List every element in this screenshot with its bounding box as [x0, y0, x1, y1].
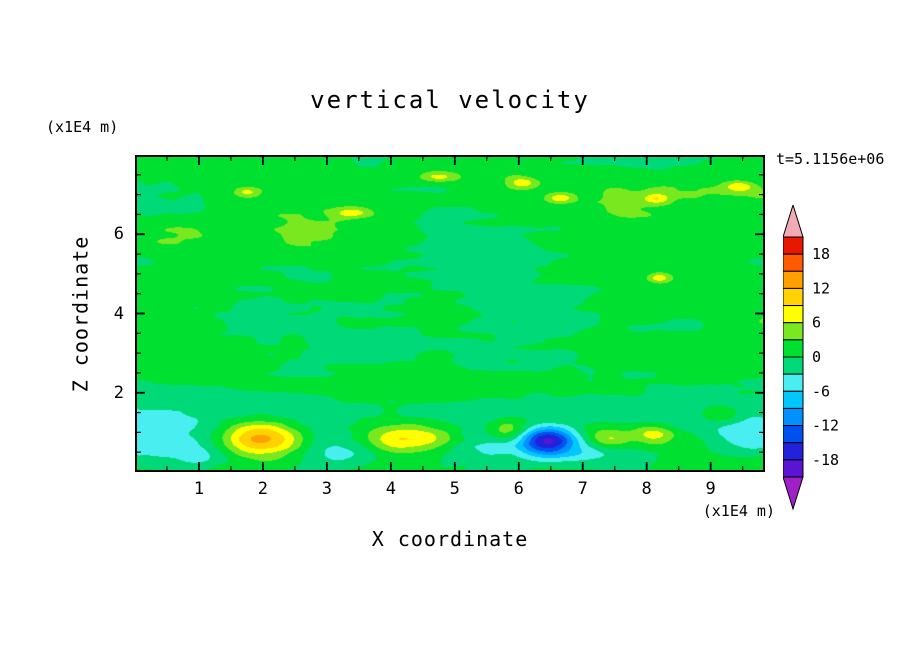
contour-plot-canvas: [135, 155, 765, 472]
x-tick-label: 1: [193, 479, 205, 499]
x-axis-unit: (x1E4 m): [702, 502, 775, 520]
chart-title: vertical velocity: [310, 86, 590, 114]
y-axis-unit: (x1E4 m): [46, 118, 119, 136]
colorbar-segment: [783, 322, 804, 341]
x-tick-label: 5: [449, 479, 460, 499]
y-tick-label: 2: [113, 382, 124, 403]
colorbar-tick-label: -6: [812, 382, 830, 400]
colorbar-segment: [783, 442, 804, 461]
colorbar-segment: [783, 236, 804, 255]
colorbar-segment: [783, 390, 804, 409]
colorbar-segment: [783, 287, 804, 307]
colorbar-segment: [783, 425, 804, 444]
colorbar-tick-label: -18: [812, 451, 839, 469]
colorbar-segment: [783, 339, 804, 358]
time-annotation: t=5.1156e+06: [776, 150, 885, 168]
x-tick-label: 2: [257, 479, 269, 499]
colorbar-tick-label: -12: [812, 417, 839, 435]
colorbar-segment: [783, 373, 804, 392]
colorbar-segment: [783, 407, 804, 427]
x-tick-label: 9: [705, 479, 716, 499]
y-tick-label: 4: [113, 303, 124, 324]
x-tick-label: 6: [513, 479, 524, 499]
colorbar-tick-label: 18: [812, 245, 830, 263]
x-axis-title: X coordinate: [371, 527, 529, 551]
y-tick-label: 6: [113, 224, 124, 245]
colorbar-tick-label: 12: [812, 279, 830, 297]
colorbar: 18 12 6 0 -6 -12 -18: [783, 205, 839, 511]
x-tick-label: 4: [385, 479, 396, 499]
colorbar-segment: [783, 459, 804, 478]
colorbar-segment: [783, 270, 804, 289]
colorbar-tick-label: 6: [812, 314, 821, 332]
colorbar-tick-label: 0: [812, 348, 821, 366]
colorbar-segment: [783, 305, 804, 324]
colorbar-upper-arrow: [783, 205, 804, 238]
x-tick-label: 3: [321, 479, 332, 499]
x-tick-label: 8: [641, 479, 652, 499]
colorbar-lower-arrow: [783, 476, 804, 511]
colorbar-segment: [783, 356, 804, 375]
colorbar-segment: [783, 253, 804, 272]
x-tick-label: 7: [577, 479, 588, 499]
